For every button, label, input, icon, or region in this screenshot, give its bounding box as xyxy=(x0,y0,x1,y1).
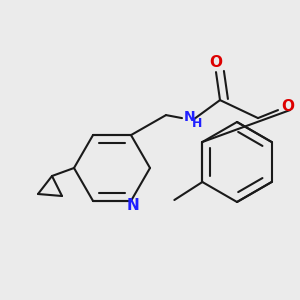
Text: O: O xyxy=(281,99,295,114)
Text: O: O xyxy=(209,55,223,70)
Text: H: H xyxy=(192,117,202,130)
Text: N: N xyxy=(127,198,140,213)
Text: N: N xyxy=(184,110,196,124)
